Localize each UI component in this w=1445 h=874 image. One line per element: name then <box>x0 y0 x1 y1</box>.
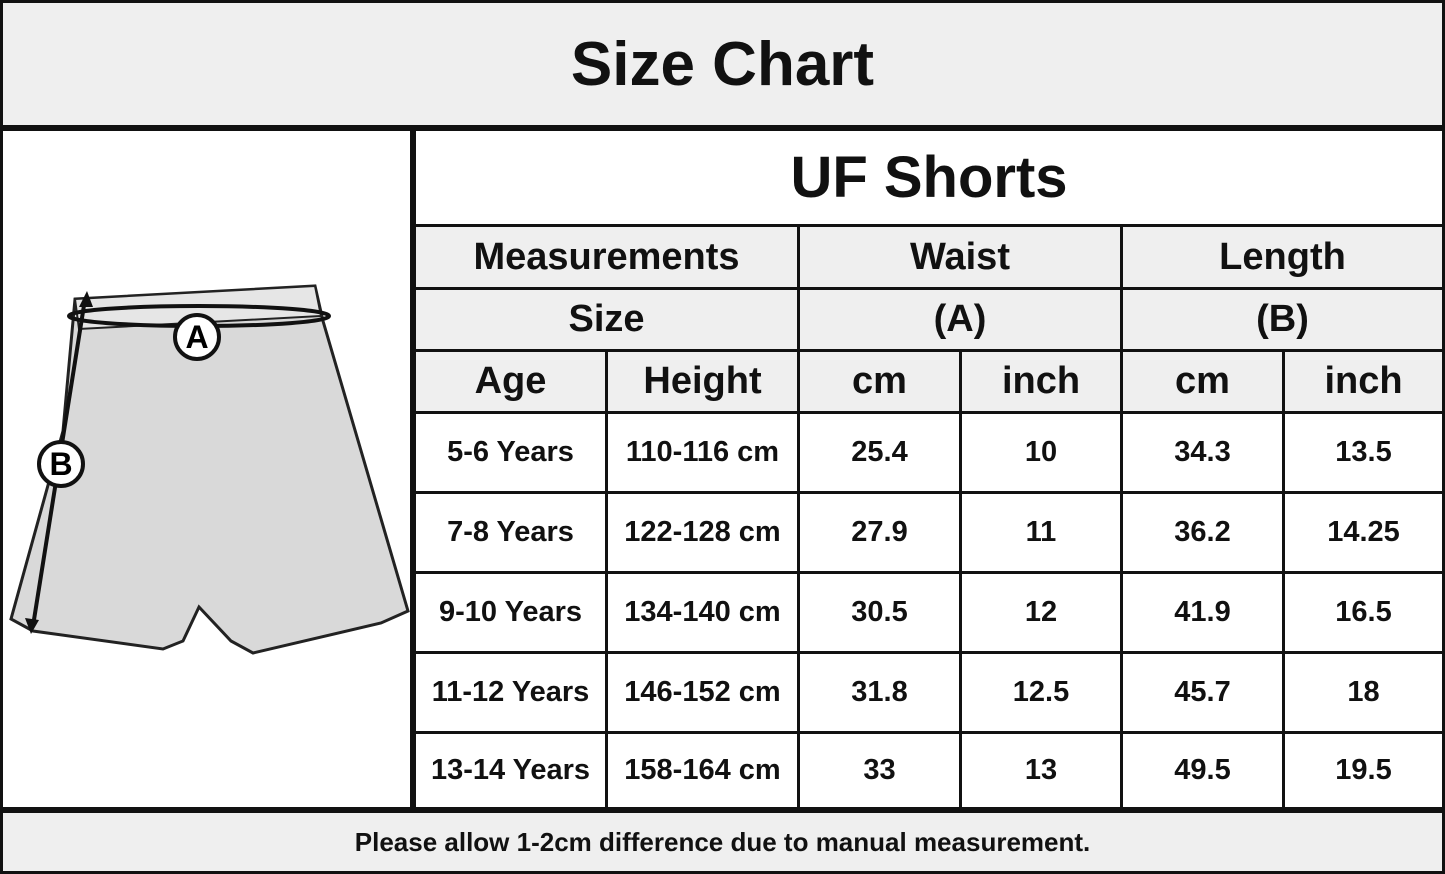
data-cell: 13-14 Years <box>416 734 605 807</box>
data-cell: 33 <box>800 734 959 807</box>
data-cell: 12.5 <box>962 654 1120 731</box>
data-cell: 34.3 <box>1123 414 1282 491</box>
data-cell: 41.9 <box>1123 574 1282 651</box>
header-cell: (B) <box>1123 290 1442 349</box>
header-cell: Measurements <box>416 227 797 287</box>
data-cell: 14.25 <box>1285 494 1442 571</box>
header-cell: cm <box>1123 352 1282 411</box>
data-cell: 31.8 <box>800 654 959 731</box>
shorts-diagram: A B <box>3 131 410 807</box>
data-cell: 13.5 <box>1285 414 1442 491</box>
shorts-outline <box>9 284 410 655</box>
data-cell: 10 <box>962 414 1120 491</box>
data-cell: 13 <box>962 734 1120 807</box>
arrow-head <box>25 618 39 634</box>
data-cell: 16.5 <box>1285 574 1442 651</box>
data-cell: 158-164 cm <box>608 734 797 807</box>
data-cell: 25.4 <box>800 414 959 491</box>
page-title: Size Chart <box>3 3 1442 125</box>
data-cell: 45.7 <box>1123 654 1282 731</box>
header-cell: (A) <box>800 290 1120 349</box>
data-cell: 11 <box>962 494 1120 571</box>
data-cell: 27.9 <box>800 494 959 571</box>
header-cell: Length <box>1123 227 1442 287</box>
header-cell: cm <box>800 352 959 411</box>
footer-note: Please allow 1-2cm difference due to man… <box>3 813 1442 871</box>
data-cell: 5-6 Years <box>416 414 605 491</box>
header-cell: Size <box>416 290 797 349</box>
header-cell: Height <box>608 352 797 411</box>
label-circle <box>173 313 221 361</box>
label-b: B <box>49 446 72 482</box>
header-cell: inch <box>962 352 1120 411</box>
header-cell: Age <box>416 352 605 411</box>
data-cell: 146-152 cm <box>608 654 797 731</box>
data-cell: 19.5 <box>1285 734 1442 807</box>
arrow-head <box>79 291 93 307</box>
data-cell: 9-10 Years <box>416 574 605 651</box>
data-cell: 122-128 cm <box>608 494 797 571</box>
data-cell: 18 <box>1285 654 1442 731</box>
label-circle <box>37 440 85 488</box>
table-title: UF Shorts <box>416 131 1442 224</box>
data-cell: 49.5 <box>1123 734 1282 807</box>
data-cell: 12 <box>962 574 1120 651</box>
data-cell: 36.2 <box>1123 494 1282 571</box>
label-a: A <box>185 319 208 355</box>
data-cell: 11-12 Years <box>416 654 605 731</box>
data-cell: 7-8 Years <box>416 494 605 571</box>
data-cell: 30.5 <box>800 574 959 651</box>
shorts-drawing: A B <box>9 284 410 655</box>
data-cell: 134-140 cm <box>608 574 797 651</box>
header-cell: inch <box>1285 352 1442 411</box>
data-cell: 110-116 cm <box>608 414 797 491</box>
header-cell: Waist <box>800 227 1120 287</box>
